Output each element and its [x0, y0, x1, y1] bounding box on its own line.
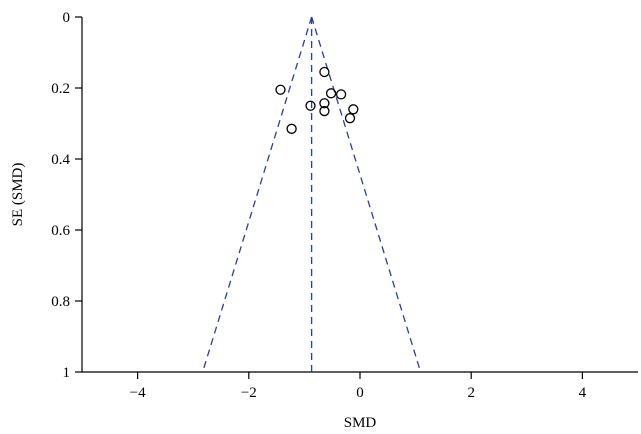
data-point: [275, 84, 286, 95]
data-point: [305, 100, 316, 111]
funnel-left-limit-line: [202, 16, 313, 373]
x-tick-label: −2: [241, 385, 257, 401]
data-points: [275, 66, 359, 134]
y-axis-title: SE (SMD): [10, 163, 26, 227]
data-point: [319, 105, 330, 117]
y-axis: 0 0.2 0.4 0.6 0.8 1: [51, 10, 83, 381]
x-tick-label: −4: [130, 385, 146, 401]
x-tick-label: 0: [356, 385, 364, 401]
y-tick-label: 0: [63, 10, 71, 26]
y-tick-label: 0.4: [51, 152, 70, 168]
data-point: [348, 104, 359, 115]
funnel-lines: [202, 16, 422, 373]
data-point: [319, 66, 330, 78]
x-tick-label: 2: [467, 385, 475, 401]
y-tick-label: 0.8: [51, 294, 70, 310]
data-point: [344, 113, 356, 124]
y-tick-label: 1: [63, 365, 71, 381]
x-axis: −4 −2 0 2 4: [82, 371, 638, 401]
data-point: [335, 89, 347, 100]
data-point: [286, 123, 297, 134]
x-axis-title: SMD: [344, 415, 377, 431]
funnel-right-limit-line: [311, 16, 422, 373]
y-tick-label: 0.2: [51, 81, 70, 97]
x-tick-label: 4: [579, 385, 587, 401]
data-point: [325, 88, 337, 99]
data-point: [319, 98, 330, 109]
y-tick-label: 0.6: [51, 223, 70, 239]
